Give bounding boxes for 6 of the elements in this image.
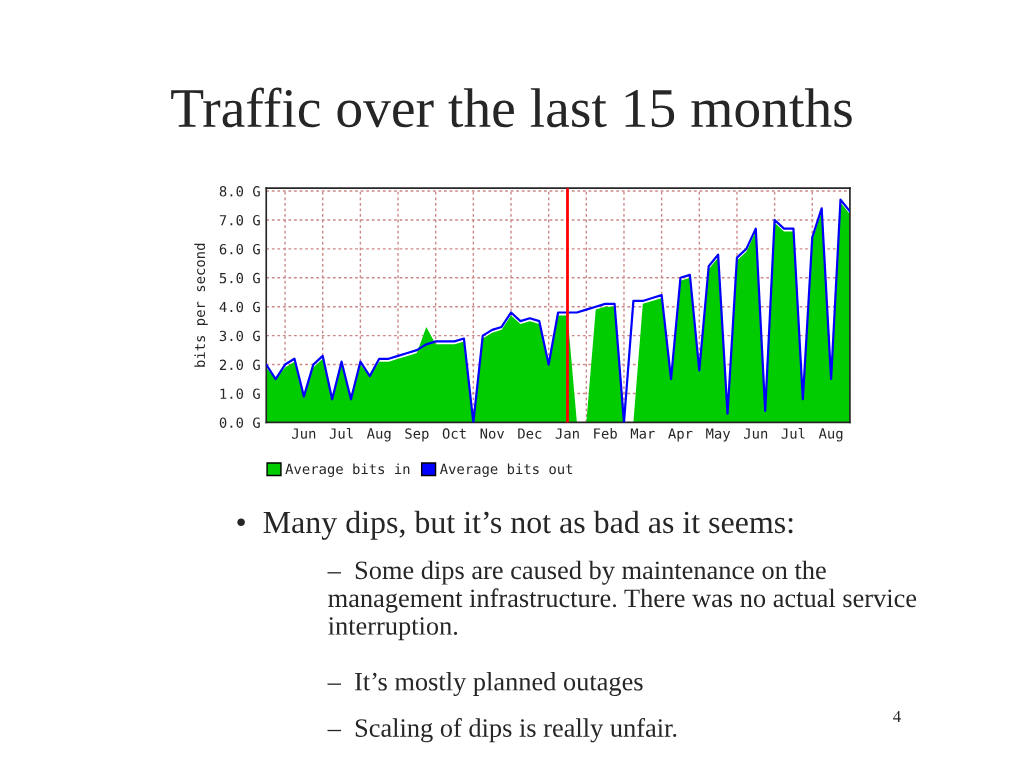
text: – It’s mostly planned outages: [327, 672, 643, 697]
chart-title: Traffic over the last 15 months: [171, 87, 852, 128]
text: – Scaling of dips is really unfair.: [327, 718, 677, 743]
text: • Many dips, but it’s not as bad as it seems:: [237, 510, 793, 540]
text: 4: [893, 710, 901, 722]
text: – Some dips are caused by maintenance on the management infrastructure. There was no actual service interruption.: [327, 560, 917, 641]
